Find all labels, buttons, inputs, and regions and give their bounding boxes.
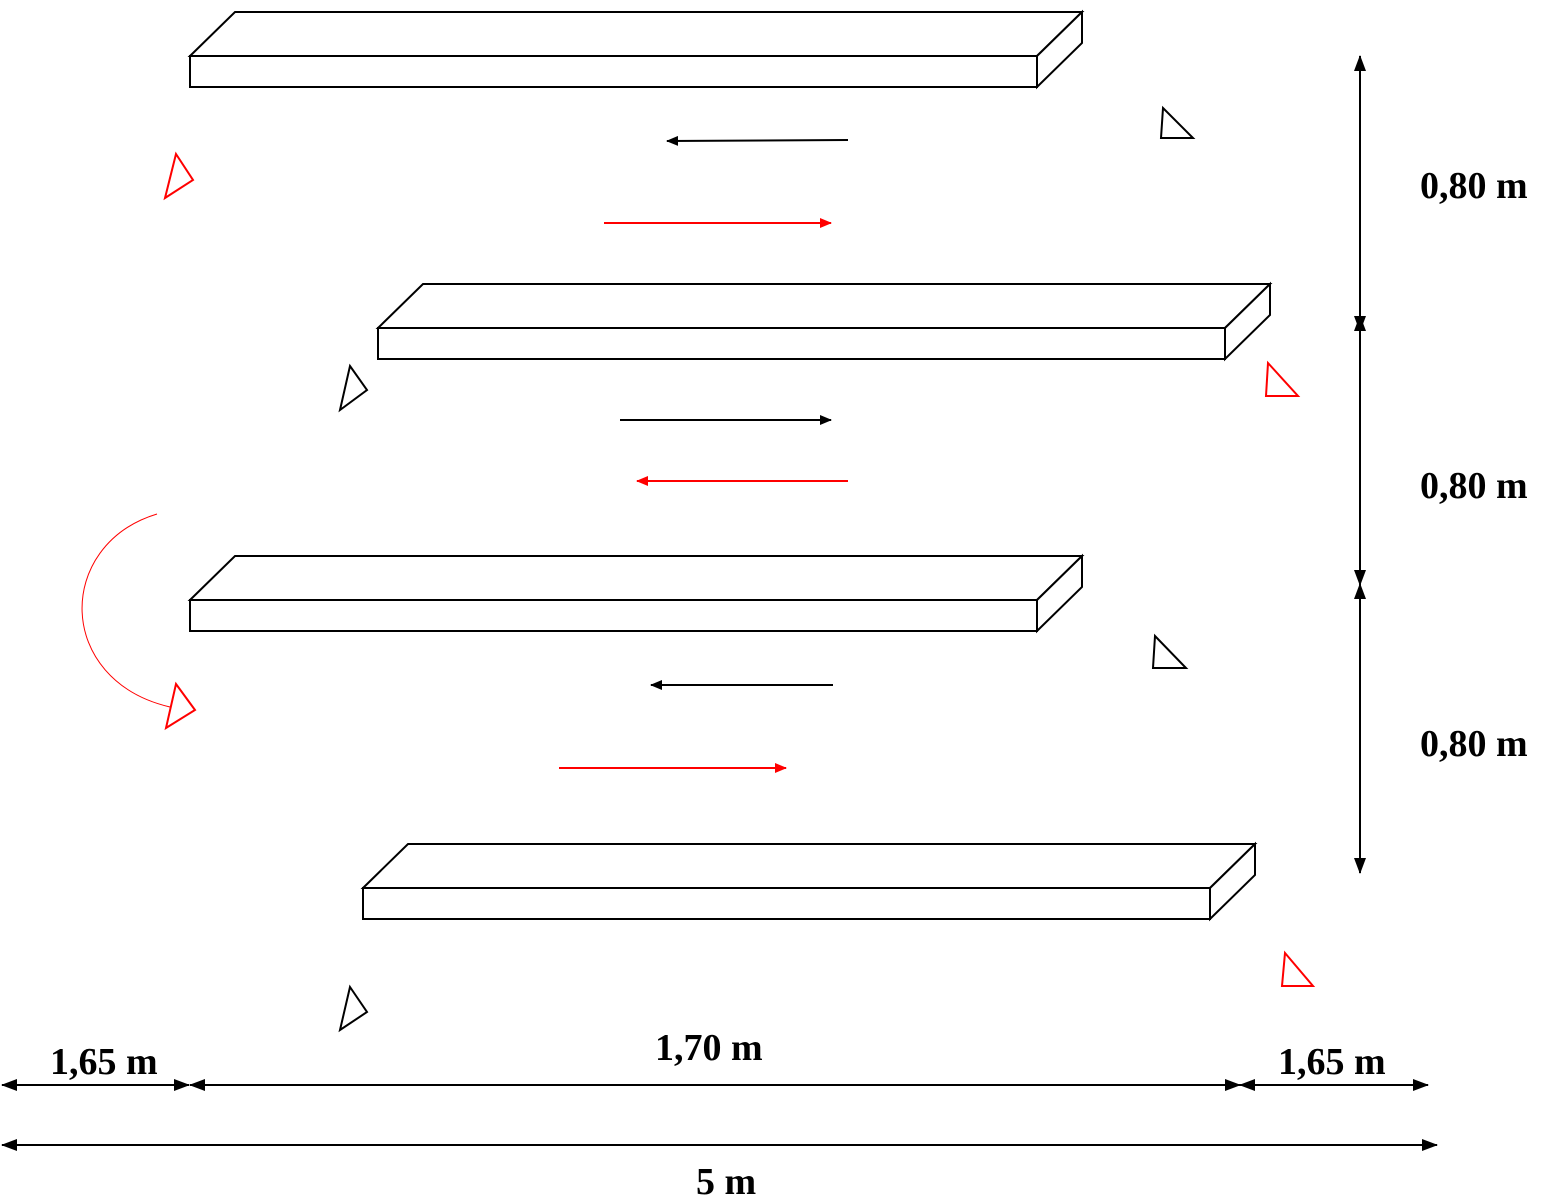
board-4: [360, 841, 1258, 922]
vertical-spacing-label-3: 0,80 m: [1420, 723, 1528, 765]
triangle-markers-red: [163, 151, 1316, 987]
board-length-label: 1,70 m: [655, 1027, 763, 1069]
triangle-icon: [1264, 360, 1301, 397]
triangle-markers-black: [338, 105, 1196, 1033]
board-1: [187, 9, 1085, 90]
triangle-icon: [338, 984, 369, 1033]
right-offset-label: 1,65 m: [1278, 1041, 1386, 1083]
triangle-icon: [1280, 950, 1316, 987]
left-offset-label: 1,65 m: [50, 1041, 158, 1083]
total-length-label: 5 m: [696, 1161, 757, 1203]
triangle-icon: [338, 363, 369, 413]
vertical-spacing-label-1: 0,80 m: [1420, 165, 1528, 207]
turn-arc: [81, 513, 171, 708]
arrow-black-1: [666, 135, 849, 146]
triangle-icon: [1151, 633, 1189, 669]
triangle-icon: [1159, 105, 1196, 139]
vertical-spacing-label-2: 0,80 m: [1420, 465, 1528, 507]
triangle-icon: [164, 681, 197, 731]
board-2: [375, 281, 1273, 362]
board-3: [187, 553, 1085, 634]
triangle-icon: [163, 151, 195, 201]
